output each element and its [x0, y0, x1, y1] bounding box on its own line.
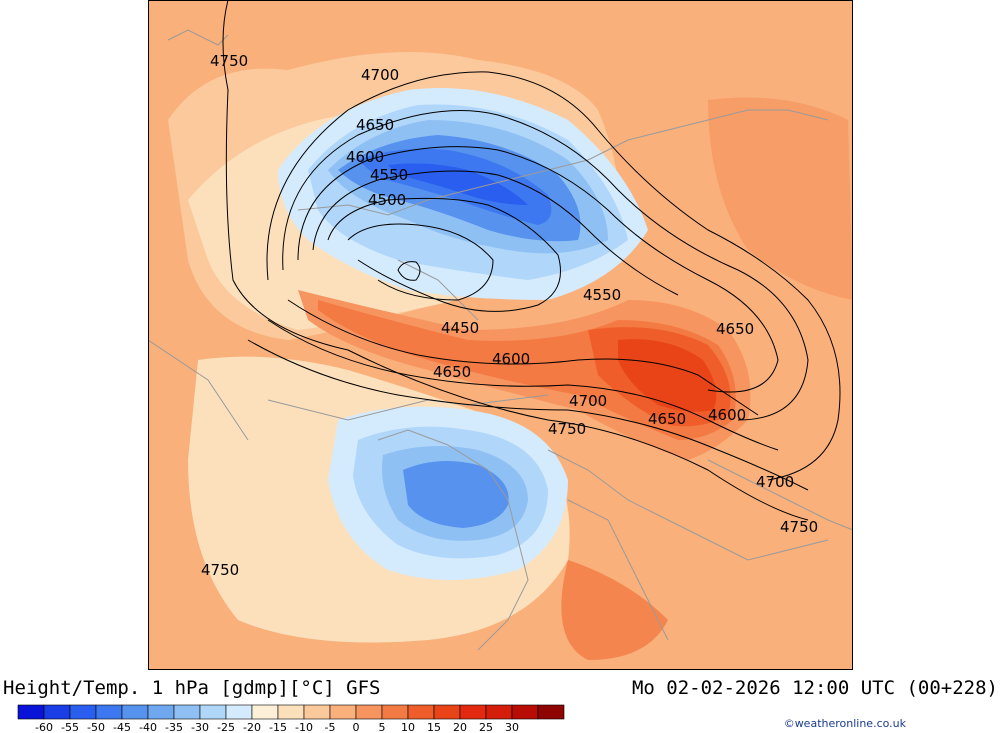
contour-label: 4750: [201, 561, 239, 579]
legend-tick-label: -10: [295, 721, 313, 733]
contour-label: 4700: [569, 392, 607, 410]
color-legend: -60 -55 -50 -45 -40 -35 -30 -25 -20 -15 -10 -5 0 5 10 1…: [17, 704, 565, 733]
legend-tick-label: -30: [191, 721, 209, 733]
contour-label: 4500: [368, 191, 406, 209]
legend-tick-label: -60: [35, 721, 53, 733]
legend-tick-label: 20: [453, 721, 467, 733]
coastlines: [148, 29, 853, 651]
legend-swatch: [485, 704, 513, 720]
legend-swatch: [147, 704, 175, 720]
legend-tick-label: -45: [113, 721, 131, 733]
legend-swatch: [17, 704, 45, 720]
legend-swatch: [199, 704, 227, 720]
legend-tick-label: -55: [61, 721, 79, 733]
legend-tick-label: -50: [87, 721, 105, 733]
legend-swatch: [407, 704, 435, 720]
legend-tick-label: 10: [401, 721, 415, 733]
legend-swatch: [459, 704, 487, 720]
contour-label: 4700: [756, 473, 794, 491]
legend-tick-label: -40: [139, 721, 157, 733]
contour-label: 4600: [708, 406, 746, 424]
legend-swatch: [511, 704, 539, 720]
legend-swatch: [355, 704, 383, 720]
contour-label: 4650: [648, 410, 686, 428]
credit-link[interactable]: ©weatheronline.co.uk: [783, 717, 906, 730]
legend-swatch: [329, 704, 357, 720]
legend-swatch: [303, 704, 331, 720]
contour-label: 4650: [716, 320, 754, 338]
map-frame: [148, 0, 853, 670]
legend-swatch: [43, 704, 71, 720]
legend-swatch: [277, 704, 305, 720]
contour-label: 4550: [370, 166, 408, 184]
legend-tick-label: 0: [353, 721, 360, 733]
contour-label: 4650: [356, 116, 394, 134]
contour-label: 4650: [433, 363, 471, 381]
legend-swatch: [225, 704, 253, 720]
legend-swatch: [251, 704, 279, 720]
contour-label: 4700: [361, 66, 399, 84]
contour-label: 4450: [441, 319, 479, 337]
map-title: Height/Temp. 1 hPa [gdmp][°C] GFS: [3, 677, 381, 699]
legend-swatch: [433, 704, 461, 720]
contour-label: 4750: [548, 420, 586, 438]
legend-tick-label: 30: [505, 721, 519, 733]
contour-labels: 4750 4700 4650 4600 4550 4500 4550 4450 …: [201, 52, 818, 579]
legend-tick-label: -35: [165, 721, 183, 733]
legend-swatch: [69, 704, 97, 720]
legend-tick-label: 15: [427, 721, 441, 733]
contour-label: 4550: [583, 286, 621, 304]
legend-swatch: [381, 704, 409, 720]
legend-swatch: [173, 704, 201, 720]
legend-tick-label: -15: [269, 721, 287, 733]
contour-label: 4750: [210, 52, 248, 70]
legend-tick-label: -5: [325, 721, 336, 733]
legend-tick-label: -25: [217, 721, 235, 733]
weather-map: 4750 4700 4650 4600 4550 4500 4550 4450 …: [148, 0, 853, 670]
legend-swatch: [537, 704, 565, 720]
legend-swatch: [121, 704, 149, 720]
forecast-datetime: Mo 02-02-2026 12:00 UTC (00+228): [631, 677, 998, 699]
legend-swatch: [95, 704, 123, 720]
contour-label: 4750: [780, 518, 818, 536]
contour-label: 4600: [492, 350, 530, 368]
contour-label: 4600: [346, 148, 384, 166]
legend-tick-label: 5: [379, 721, 386, 733]
height-contours: [222, 0, 841, 521]
legend-tick-label: -20: [243, 721, 261, 733]
legend-tick-label: 25: [479, 721, 493, 733]
